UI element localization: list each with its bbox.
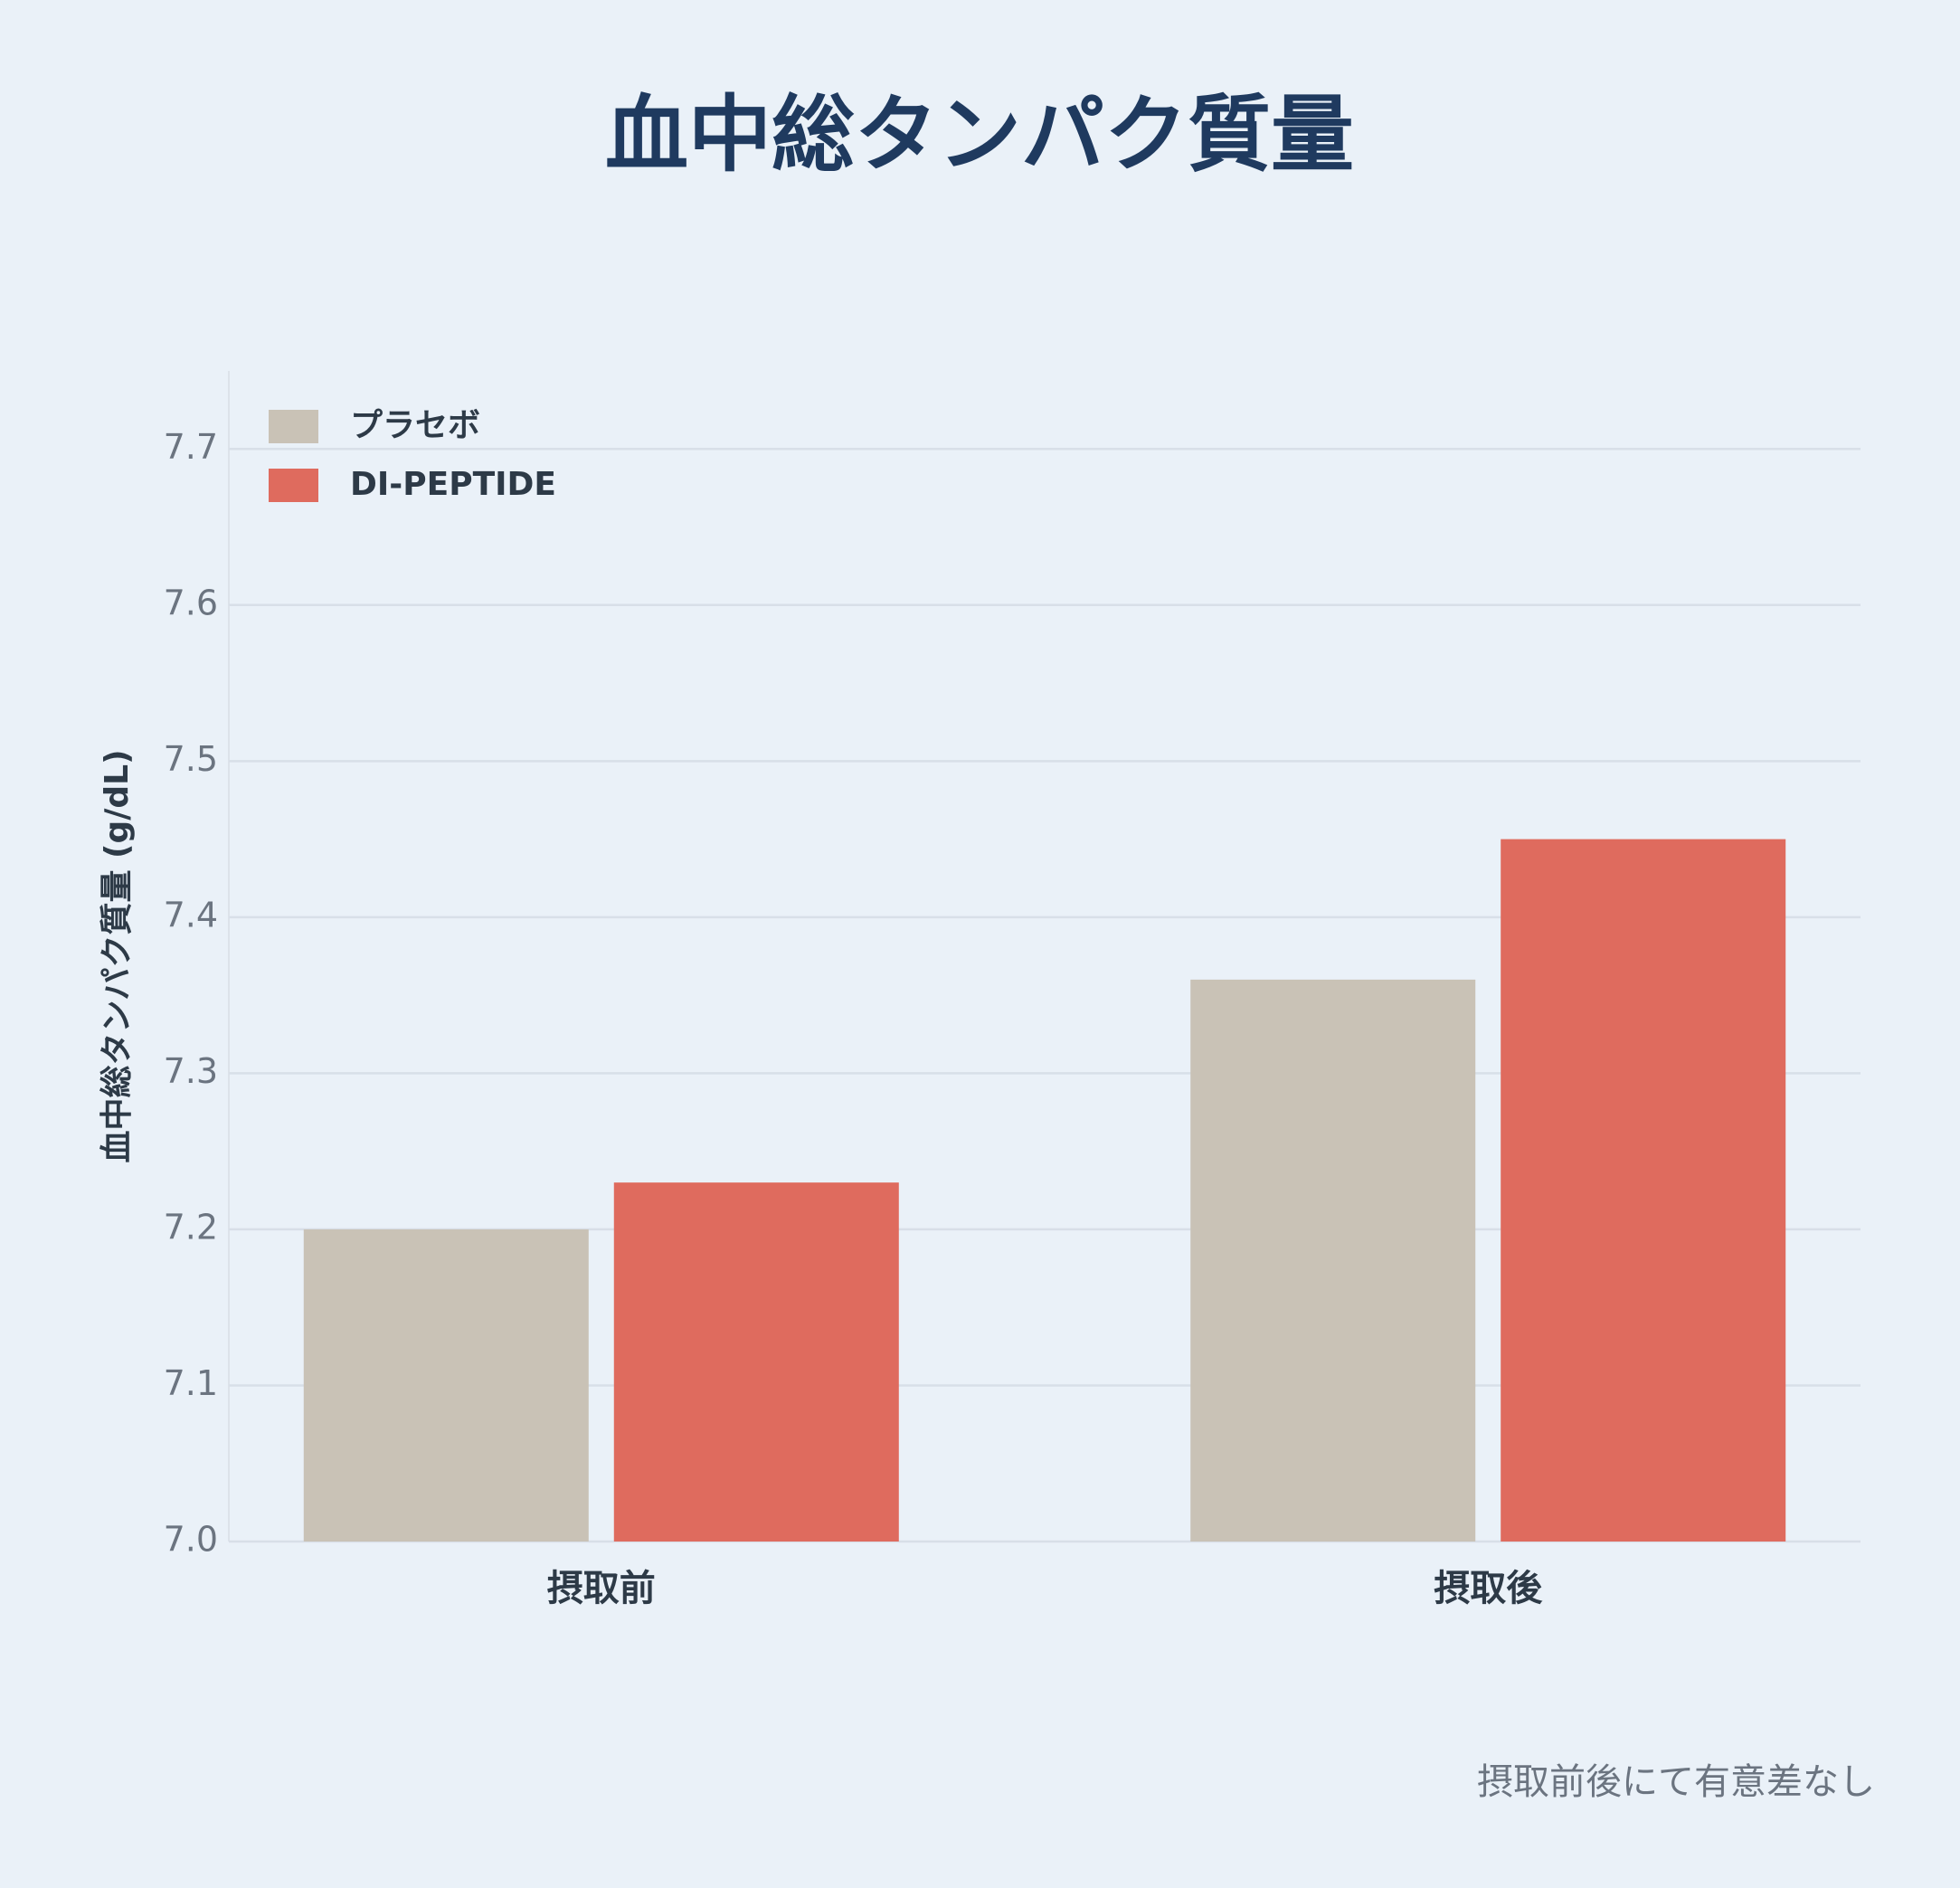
legend-swatch <box>269 469 318 502</box>
y-tick-label: 7.1 <box>164 1363 218 1403</box>
y-tick-label: 7.6 <box>164 583 218 622</box>
y-tick-label: 7.0 <box>164 1520 218 1560</box>
legend-swatch <box>269 410 318 443</box>
x-tick-label: 摂取前 <box>547 1568 656 1609</box>
bar <box>1501 839 1786 1542</box>
x-tick-label: 摂取後 <box>1434 1568 1543 1609</box>
bar <box>1190 979 1476 1542</box>
bar <box>303 1229 589 1542</box>
bar <box>613 1182 899 1542</box>
y-tick-label: 7.5 <box>164 739 218 779</box>
annotation: 摂取前後にて有意差なし <box>1477 1761 1875 1803</box>
legend-label: プラセボ <box>350 407 480 444</box>
chart-title: 血中総タンパク質量 <box>605 86 1354 183</box>
y-tick-label: 7.7 <box>164 427 218 467</box>
legend-label: DI-PEPTIDE <box>350 466 556 503</box>
y-tick-label: 7.4 <box>164 895 218 935</box>
y-tick-label: 7.2 <box>164 1207 218 1247</box>
y-axis-label: 血中総タンパク質量 (g/dL) <box>99 749 136 1162</box>
y-tick-label: 7.3 <box>164 1051 218 1091</box>
